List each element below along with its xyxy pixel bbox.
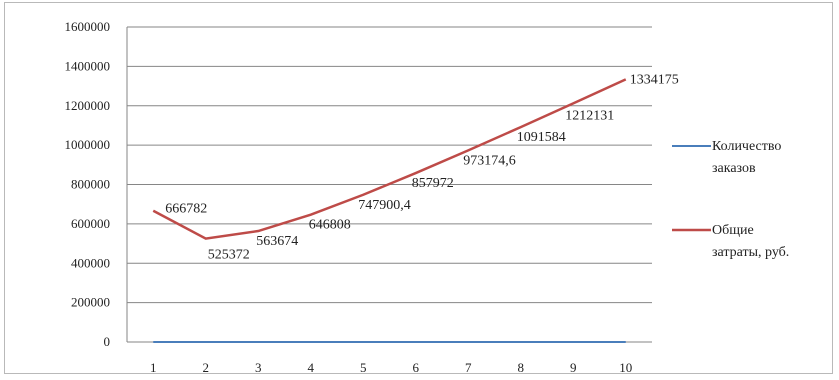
legend-label: Количество	[712, 139, 781, 154]
data-label: 857972	[412, 176, 454, 191]
data-label: 747900,4	[358, 198, 411, 213]
x-tick-label: 2	[203, 360, 210, 375]
x-tick-label: 6	[413, 360, 420, 375]
y-tick-label: 1400000	[65, 58, 111, 73]
chart-frame	[4, 2, 833, 374]
y-axis-ticks: 0 200000 400000 600000 800000 1000000 1200000 1…	[65, 19, 111, 349]
y-tick-label: 1200000	[65, 98, 111, 113]
y-tick-label: 0	[104, 334, 111, 349]
x-tick-label: 4	[308, 360, 315, 375]
series-lines	[152, 78, 627, 343]
y-tick-label: 1000000	[65, 137, 111, 152]
legend-label: заказов	[712, 161, 756, 176]
series-line-2	[152, 78, 627, 240]
data-label: 563674	[256, 234, 298, 249]
data-label: 973174,6	[463, 153, 516, 168]
x-tick-label: 10	[619, 360, 632, 375]
legend: Количество заказов Общие затраты, руб.	[672, 139, 789, 260]
y-tick-label: 800000	[71, 177, 110, 192]
x-tick-label: 1	[150, 360, 157, 375]
x-tick-label: 8	[518, 360, 525, 375]
data-label: 646808	[309, 218, 351, 233]
data-label: 1334175	[630, 72, 679, 87]
y-tick-label: 600000	[71, 216, 110, 231]
data-label: 1091584	[517, 130, 566, 145]
legend-label: Общие	[712, 223, 754, 238]
data-label: 1212131	[565, 108, 614, 123]
y-tick-label: 1600000	[65, 19, 111, 34]
legend-label: затраты, руб.	[712, 245, 789, 260]
x-tick-label: 9	[570, 360, 577, 375]
x-axis-ticks: 1 2 3 4 5 6 7 8 9 10	[150, 360, 632, 375]
data-label: 666782	[165, 202, 207, 217]
x-tick-label: 5	[360, 360, 367, 375]
x-tick-label: 3	[255, 360, 262, 375]
data-label: 525372	[208, 248, 250, 263]
x-tick-label: 7	[465, 360, 472, 375]
y-tick-label: 200000	[71, 295, 110, 310]
y-tick-label: 400000	[71, 255, 110, 270]
